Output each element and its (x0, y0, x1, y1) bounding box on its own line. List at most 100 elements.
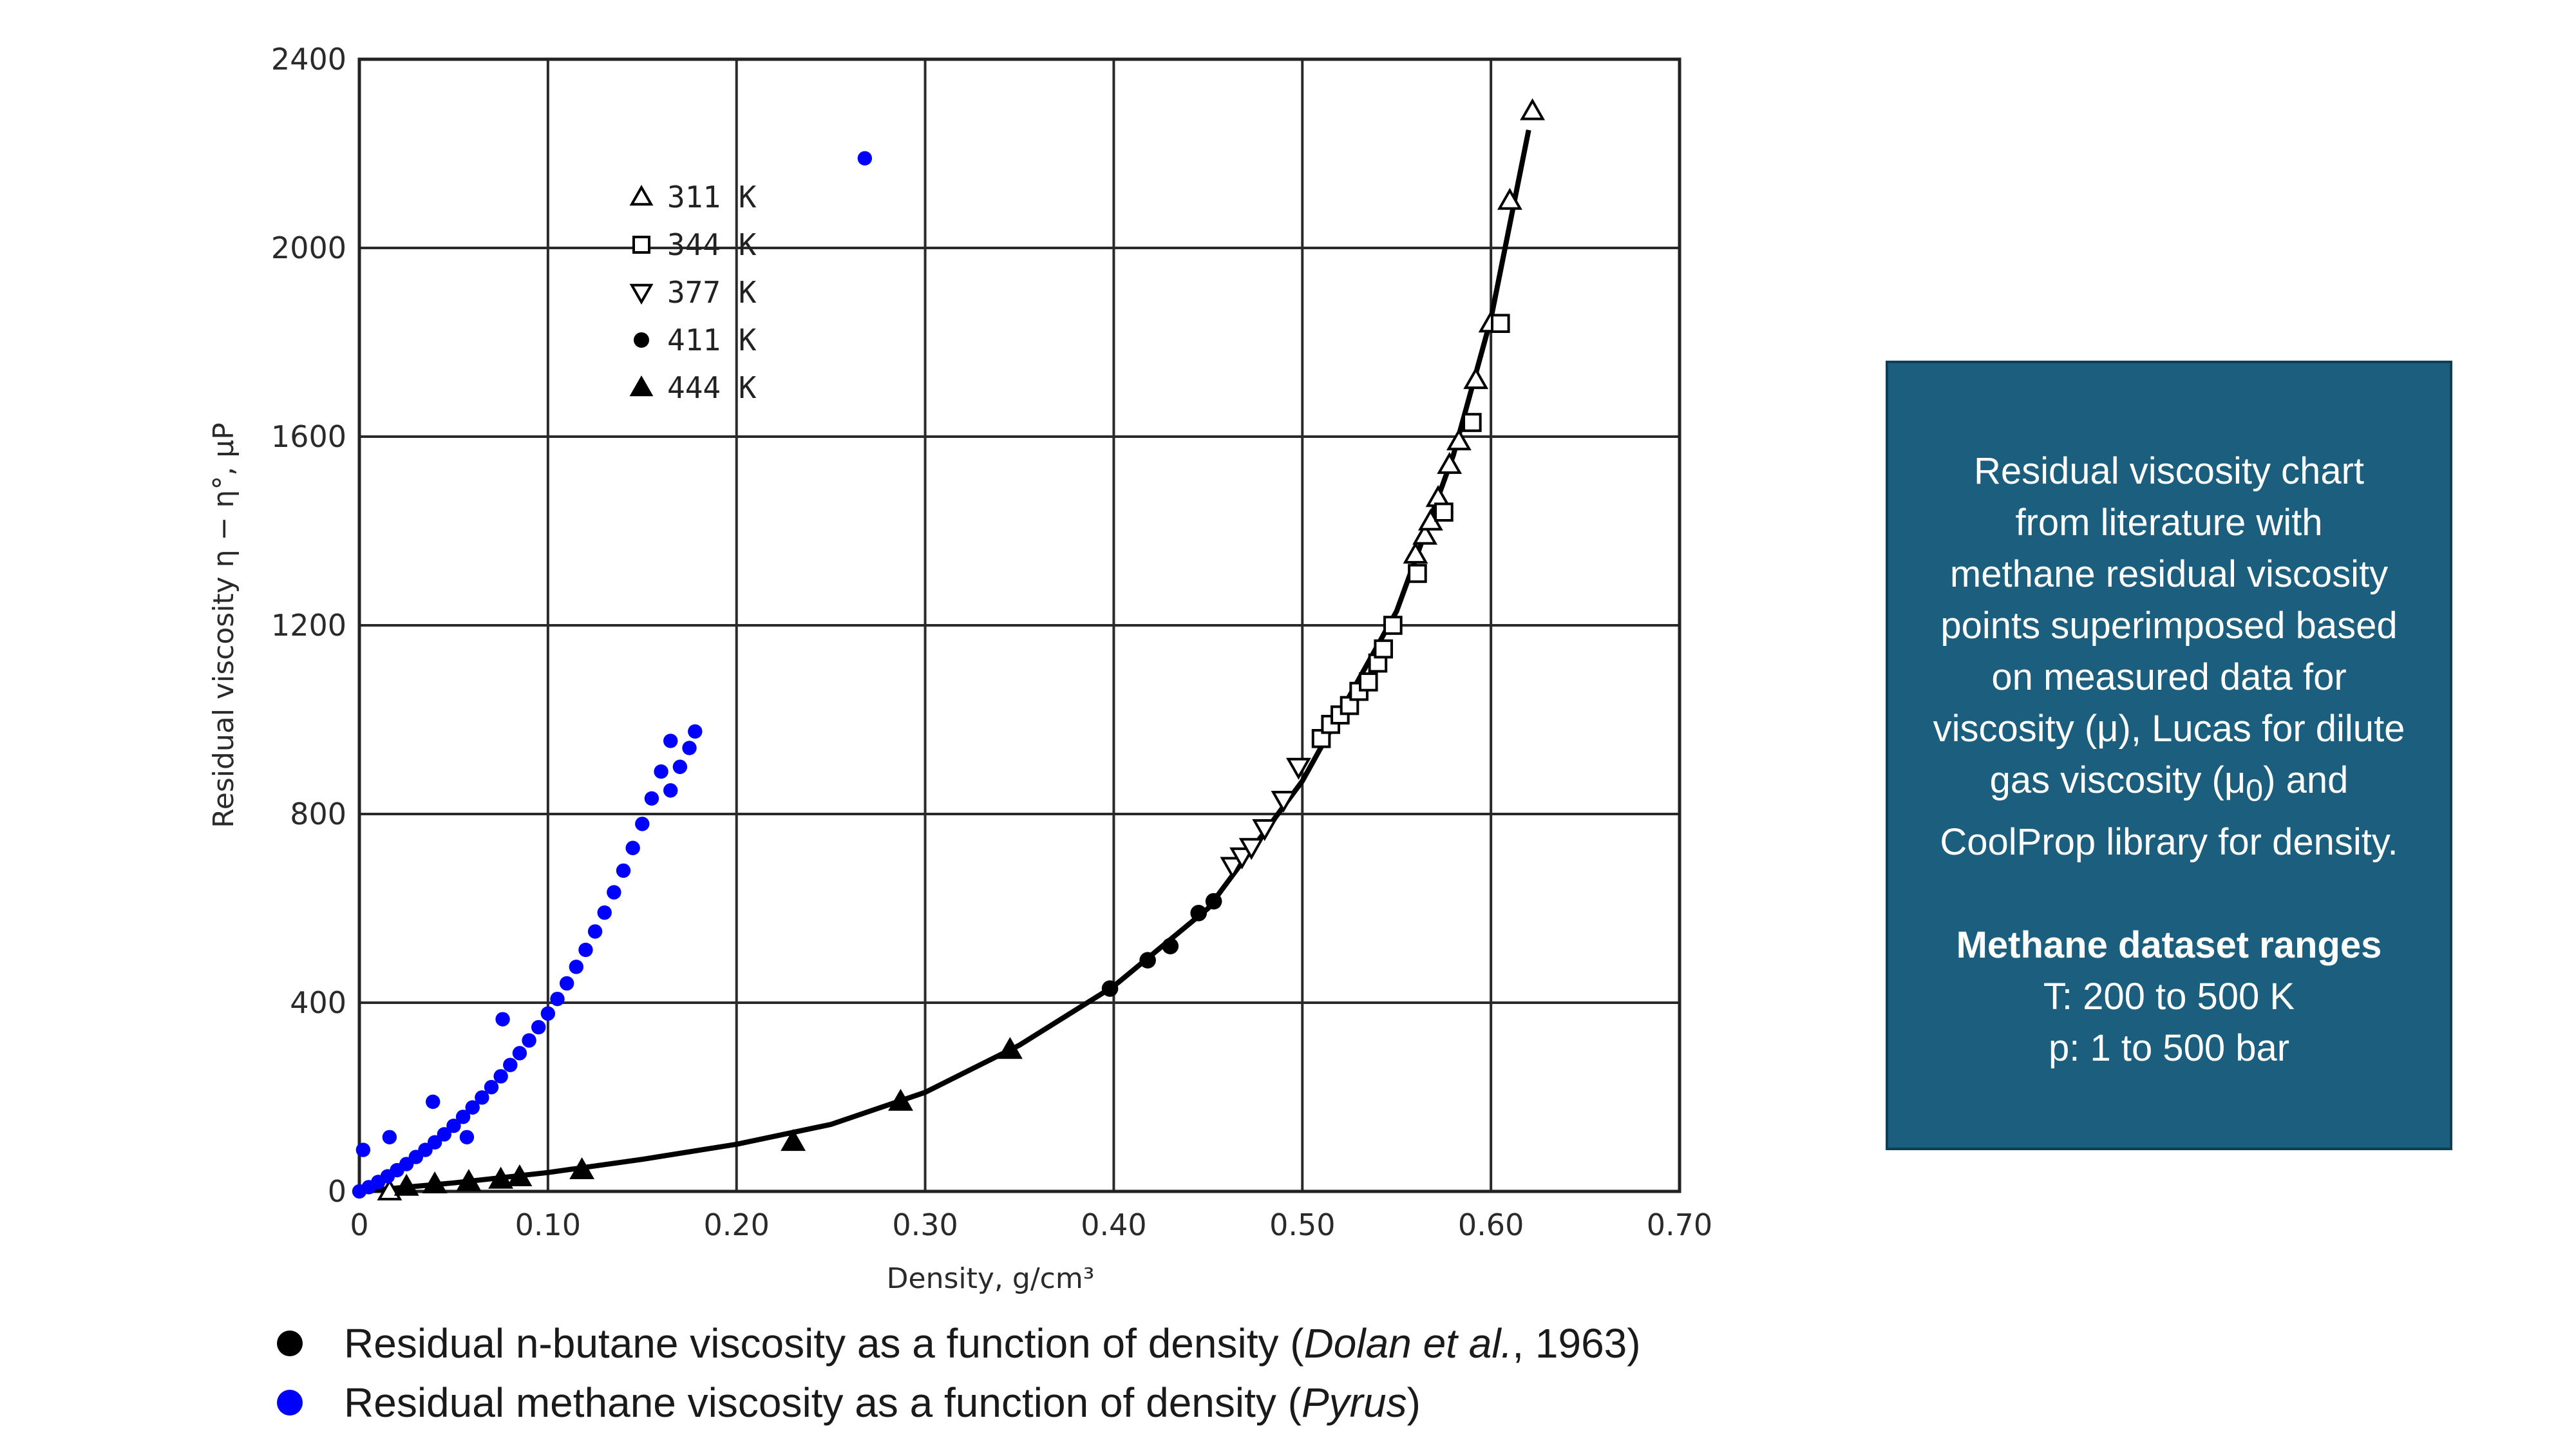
y-tick-label: 1600 (271, 419, 346, 454)
methane-data-point (569, 960, 583, 974)
butane-data-point (1238, 838, 1264, 860)
legend-text: Residual methane viscosity as a function… (344, 1379, 1421, 1426)
butane-data-point (1520, 98, 1546, 120)
y-tick-label: 800 (290, 797, 346, 831)
legend-row-butane: Residual n-butane viscosity as a functio… (277, 1314, 1641, 1373)
methane-data-point (688, 724, 703, 739)
butane-data-point (1463, 413, 1482, 432)
y-tick-label: 1200 (271, 608, 346, 643)
butane-data-point (1490, 314, 1510, 333)
methane-data-point (475, 1090, 489, 1105)
legend-label: 311 K (667, 180, 757, 214)
series-legend: Residual n-butane viscosity as a functio… (277, 1314, 1641, 1432)
x-tick-label: 0.30 (892, 1208, 958, 1242)
info-text: gas viscosity (μ (1989, 759, 2246, 801)
butane-data-point (1190, 905, 1208, 922)
methane-data-point (672, 759, 688, 774)
methane-data-point (587, 924, 603, 939)
info-line: CoolProp library for density. (1940, 820, 2398, 863)
info-line: Residual viscosity chart (1974, 450, 2364, 492)
plot-frame (357, 57, 1681, 1193)
butane-data-point (997, 1037, 1023, 1059)
butane-data-point (1252, 819, 1278, 842)
range-temperature: T: 200 to 500 K (2043, 975, 2295, 1018)
butane-data-point (1497, 187, 1522, 210)
methane-data-point (382, 1130, 397, 1144)
methane-data-point (437, 1127, 451, 1142)
x-tick-label: 0.40 (1081, 1208, 1146, 1242)
legend-marker-icon (629, 375, 654, 397)
legend-text: Residual n-butane viscosity as a functio… (344, 1320, 1641, 1367)
butane-data-point (1205, 893, 1222, 910)
methane-data-point (465, 1100, 480, 1115)
butane-data-point (1434, 502, 1454, 522)
methane-data-point (559, 976, 574, 991)
marker-legend: 311 K 344 K 377 K 411 K 444 K (629, 180, 757, 405)
legend-label: 344 K (667, 227, 757, 262)
y-axis-title: Residual viscosity η − η°, μP (207, 422, 240, 828)
methane-data-point (522, 1033, 536, 1048)
legend-label: Residual n-butane viscosity as a functio… (344, 1320, 1304, 1367)
legend-marker-icon (634, 332, 649, 348)
legend-label: 444 K (667, 370, 757, 405)
butane-data-point (393, 1173, 419, 1196)
butane-data-point (507, 1164, 533, 1186)
methane-data-point (654, 764, 668, 779)
info-subscript: 0 (2246, 773, 2264, 808)
legend-citation: Dolan et al. (1303, 1320, 1513, 1367)
info-line: methane residual viscosity (1949, 553, 2389, 595)
butane-data-point (422, 1171, 448, 1193)
methane-data-point (355, 1142, 371, 1157)
butane-data-point (1220, 857, 1245, 879)
legend-row-methane: Residual methane viscosity as a function… (277, 1373, 1641, 1432)
x-tick-label: 0.10 (515, 1208, 581, 1242)
butane-data-point (1162, 938, 1179, 954)
range-pressure: p: 1 to 500 bar (2048, 1027, 2290, 1069)
y-tick-label: 2000 (271, 231, 346, 265)
methane-data-point (616, 863, 631, 878)
butane-data-point (1408, 564, 1427, 583)
methane-data-point (625, 840, 640, 855)
butane-data-point (456, 1169, 482, 1191)
methane-data-point (663, 783, 678, 798)
methane-data-point (550, 991, 565, 1007)
y-tick-label: 0 (328, 1174, 346, 1209)
info-line: viscosity (μ), Lucas for dilute (1933, 708, 2405, 750)
methane-data-point (597, 905, 612, 920)
legend-label: Residual methane viscosity as a function… (344, 1379, 1302, 1426)
methane-data-point (663, 734, 678, 748)
butane-data-point (1101, 980, 1119, 997)
methane-data-point (484, 1079, 499, 1095)
legend-year: , 1963) (1512, 1320, 1641, 1367)
legend-marker-icon (629, 283, 654, 305)
info-line: points superimposed based (1940, 605, 2398, 647)
methane-data-point (607, 885, 621, 900)
legend-citation: Pyrus (1301, 1379, 1407, 1426)
info-box: Residual viscosity chart from literature… (1886, 361, 2452, 1150)
blue-dot-icon (277, 1390, 303, 1416)
methane-data-point (578, 942, 593, 958)
methane-data-point (493, 1069, 508, 1084)
x-tick-label: 0.70 (1647, 1208, 1712, 1242)
butane-data-point (569, 1157, 595, 1179)
legend-marker-icon (632, 236, 650, 254)
legend-label: 411 K (667, 323, 757, 357)
legend-label: 377 K (667, 275, 757, 310)
butane-data-point (1446, 428, 1472, 451)
black-dot-icon (277, 1331, 303, 1356)
y-tick-label: 400 (290, 985, 346, 1020)
methane-data-point (459, 1130, 475, 1144)
butane-data-point (1139, 952, 1156, 969)
x-tick-label: 0.50 (1269, 1208, 1335, 1242)
methane-data-point (644, 791, 659, 806)
butane-data-point (1271, 791, 1296, 813)
info-line: from literature with (2015, 502, 2323, 544)
methane-data-point (426, 1094, 440, 1110)
x-tick-label: 0.20 (704, 1208, 770, 1242)
methane-data-point (857, 151, 873, 166)
grid (358, 58, 1681, 1193)
methane-data-point (512, 1046, 527, 1061)
methane-data-point (455, 1110, 471, 1124)
butane-data-point (1358, 672, 1378, 692)
